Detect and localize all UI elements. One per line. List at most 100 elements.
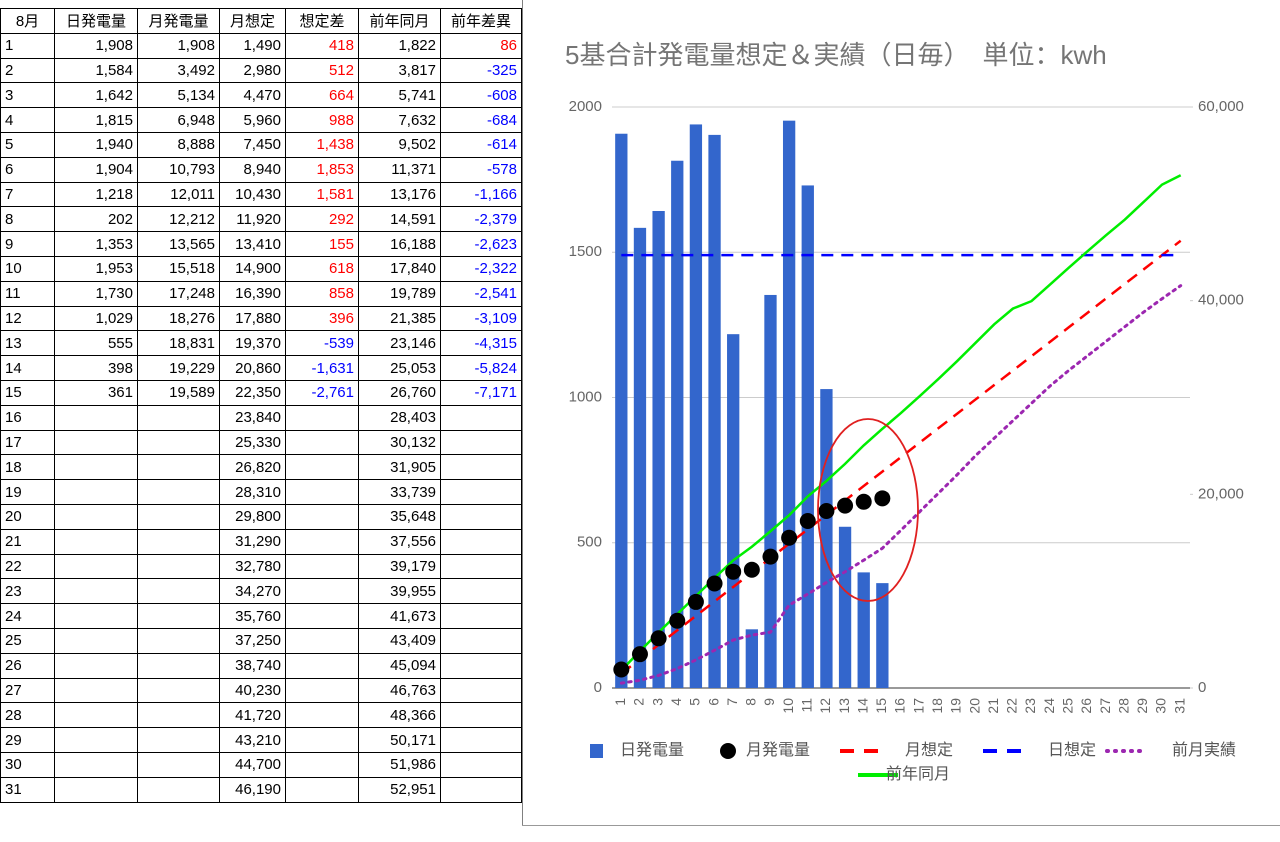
- table-cell[interactable]: [440, 503, 522, 530]
- table-cell[interactable]: 1,908: [137, 32, 220, 59]
- table-cell[interactable]: [54, 429, 138, 456]
- table-cell[interactable]: 34,270: [219, 578, 286, 605]
- table-cell[interactable]: [137, 652, 220, 679]
- table-cell[interactable]: 33,739: [358, 479, 441, 505]
- table-cell[interactable]: 13,176: [358, 181, 441, 208]
- table-cell[interactable]: [285, 429, 359, 456]
- table-cell[interactable]: -2,623: [440, 231, 522, 257]
- table-cell[interactable]: [285, 553, 359, 580]
- table-cell[interactable]: 664: [285, 82, 359, 109]
- table-cell[interactable]: 7,450: [219, 131, 286, 158]
- table-cell[interactable]: 1: [0, 32, 55, 59]
- table-cell[interactable]: 12,011: [137, 181, 220, 208]
- table-cell[interactable]: -614: [440, 131, 522, 158]
- table-cell[interactable]: -5,824: [440, 355, 522, 381]
- table-cell[interactable]: [285, 404, 359, 431]
- table-cell[interactable]: 25,330: [219, 429, 286, 456]
- table-cell[interactable]: 396: [285, 305, 359, 332]
- table-cell[interactable]: [285, 727, 359, 753]
- table-cell[interactable]: -2,322: [440, 255, 522, 282]
- table-cell[interactable]: [54, 677, 138, 704]
- table-cell[interactable]: 日発電量: [54, 8, 138, 34]
- table-cell[interactable]: [440, 429, 522, 456]
- table-cell[interactable]: [54, 652, 138, 679]
- table-cell[interactable]: 8,940: [219, 156, 286, 183]
- table-cell[interactable]: -578: [440, 156, 522, 183]
- table-cell[interactable]: 9: [0, 231, 55, 257]
- table-cell[interactable]: 17,840: [358, 255, 441, 282]
- table-cell[interactable]: [285, 503, 359, 530]
- table-cell[interactable]: [137, 677, 220, 704]
- table-cell[interactable]: [137, 578, 220, 605]
- table-cell[interactable]: 39,955: [358, 578, 441, 605]
- table-cell[interactable]: 1,908: [54, 32, 138, 59]
- table-cell[interactable]: -539: [285, 330, 359, 357]
- table-cell[interactable]: 23: [0, 578, 55, 605]
- table-cell[interactable]: 26: [0, 652, 55, 679]
- table-cell[interactable]: 28: [0, 702, 55, 729]
- table-cell[interactable]: 44,700: [219, 751, 286, 778]
- table-cell[interactable]: 43,409: [358, 627, 441, 654]
- table-cell[interactable]: 1,029: [54, 305, 138, 332]
- table-cell[interactable]: [285, 652, 359, 679]
- table-cell[interactable]: 1,353: [54, 231, 138, 257]
- table-cell[interactable]: 26,820: [219, 454, 286, 481]
- table-cell[interactable]: [440, 702, 522, 729]
- table-cell[interactable]: -7,171: [440, 379, 522, 406]
- table-cell[interactable]: 31: [0, 776, 55, 803]
- table-cell[interactable]: [440, 677, 522, 704]
- table-cell[interactable]: [440, 553, 522, 580]
- table-cell[interactable]: 15,518: [137, 255, 220, 282]
- table-cell[interactable]: [440, 776, 522, 803]
- table-cell[interactable]: 1,584: [54, 57, 138, 84]
- table-cell[interactable]: [54, 603, 138, 629]
- table-cell[interactable]: 4: [0, 107, 55, 133]
- table-cell[interactable]: [54, 702, 138, 729]
- table-cell[interactable]: -1,631: [285, 355, 359, 381]
- table-cell[interactable]: 35,760: [219, 603, 286, 629]
- table-cell[interactable]: 12: [0, 305, 55, 332]
- table-cell[interactable]: 45,094: [358, 652, 441, 679]
- table-cell[interactable]: 19: [0, 479, 55, 505]
- table-cell[interactable]: 988: [285, 107, 359, 133]
- table-cell[interactable]: 38,740: [219, 652, 286, 679]
- table-cell[interactable]: [54, 578, 138, 605]
- table-cell[interactable]: 1,581: [285, 181, 359, 208]
- table-cell[interactable]: 20,860: [219, 355, 286, 381]
- table-cell[interactable]: 17,880: [219, 305, 286, 332]
- table-cell[interactable]: 1,940: [54, 131, 138, 158]
- table-cell[interactable]: 11,920: [219, 206, 286, 233]
- table-cell[interactable]: 18,276: [137, 305, 220, 332]
- table-cell[interactable]: [137, 702, 220, 729]
- table-cell[interactable]: [137, 454, 220, 481]
- table-cell[interactable]: [440, 528, 522, 555]
- table-cell[interactable]: 31,905: [358, 454, 441, 481]
- table-cell[interactable]: 23,840: [219, 404, 286, 431]
- table-cell[interactable]: 512: [285, 57, 359, 84]
- table-cell[interactable]: 6: [0, 156, 55, 183]
- table-cell[interactable]: [137, 503, 220, 530]
- table-cell[interactable]: 86: [440, 32, 522, 59]
- table-cell[interactable]: 1,953: [54, 255, 138, 282]
- table-cell[interactable]: 18,831: [137, 330, 220, 357]
- table-cell[interactable]: 想定差: [285, 8, 359, 34]
- table-cell[interactable]: 月想定: [219, 8, 286, 34]
- table-cell[interactable]: 19,229: [137, 355, 220, 381]
- table-cell[interactable]: 8,888: [137, 131, 220, 158]
- table-cell[interactable]: [285, 479, 359, 505]
- table-cell[interactable]: 8: [0, 206, 55, 233]
- table-cell[interactable]: 前年同月: [358, 8, 441, 34]
- table-cell[interactable]: -2,379: [440, 206, 522, 233]
- table-cell[interactable]: 19,589: [137, 379, 220, 406]
- table-cell[interactable]: [285, 627, 359, 654]
- table-cell[interactable]: 21: [0, 528, 55, 555]
- table-cell[interactable]: -325: [440, 57, 522, 84]
- table-cell[interactable]: [54, 404, 138, 431]
- table-cell[interactable]: 1,438: [285, 131, 359, 158]
- table-cell[interactable]: 24: [0, 603, 55, 629]
- table-cell[interactable]: 1,904: [54, 156, 138, 183]
- table-cell[interactable]: 6,948: [137, 107, 220, 133]
- table-cell[interactable]: [54, 751, 138, 778]
- table-cell[interactable]: -2,541: [440, 280, 522, 307]
- table-cell[interactable]: [440, 578, 522, 605]
